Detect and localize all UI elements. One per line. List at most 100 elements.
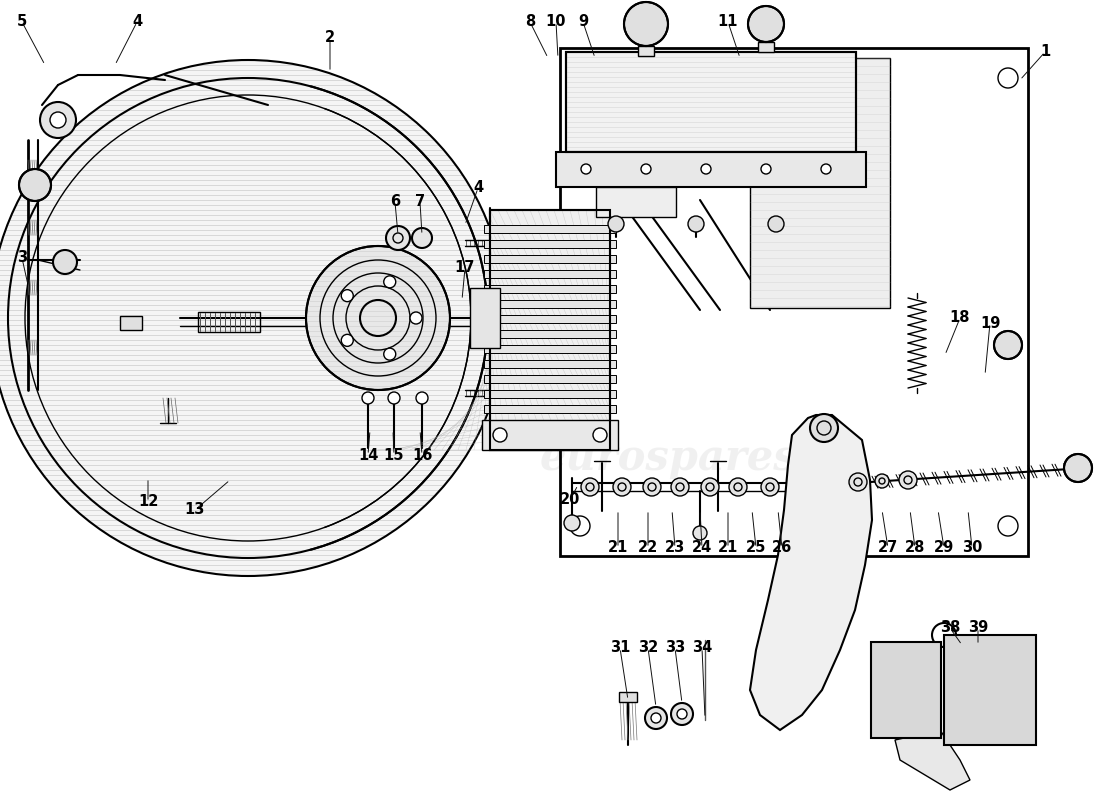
Text: 25: 25	[746, 541, 767, 555]
Bar	[638, 46, 654, 56]
Circle shape	[671, 703, 693, 725]
Circle shape	[570, 68, 590, 88]
Circle shape	[386, 226, 410, 250]
Text: 14: 14	[358, 447, 378, 462]
Text: 13: 13	[185, 502, 206, 518]
Text: 5: 5	[16, 14, 28, 30]
Bar	[758, 42, 774, 52]
Polygon shape	[895, 730, 970, 790]
Bar	[484, 300, 616, 308]
Text: eurospares: eurospares	[107, 477, 364, 519]
Text: 18: 18	[949, 310, 970, 326]
Circle shape	[581, 478, 600, 496]
Text: 26: 26	[772, 541, 792, 555]
Circle shape	[341, 290, 353, 302]
Circle shape	[676, 709, 688, 719]
Text: 4: 4	[473, 181, 483, 195]
Bar	[556, 152, 866, 187]
Text: 16: 16	[411, 447, 432, 462]
Circle shape	[994, 331, 1022, 359]
Bar	[484, 420, 616, 428]
Bar	[484, 360, 616, 368]
Bar	[566, 52, 856, 152]
Text: 9: 9	[578, 14, 588, 30]
Circle shape	[849, 473, 867, 491]
Circle shape	[613, 478, 631, 496]
Circle shape	[821, 164, 830, 174]
Text: 11: 11	[717, 14, 738, 30]
Text: 24: 24	[692, 541, 712, 555]
Circle shape	[701, 164, 711, 174]
Text: 29: 29	[934, 541, 954, 555]
Bar	[484, 255, 616, 263]
Text: 21: 21	[608, 541, 628, 555]
Bar	[944, 635, 1036, 745]
Circle shape	[19, 169, 51, 201]
Text: 32: 32	[638, 641, 658, 655]
Text: 17: 17	[454, 261, 475, 275]
Text: 1: 1	[1040, 45, 1050, 59]
Bar	[484, 240, 616, 248]
Circle shape	[624, 2, 668, 46]
Circle shape	[306, 246, 450, 390]
Circle shape	[761, 478, 779, 496]
Text: 22: 22	[638, 541, 658, 555]
Circle shape	[581, 164, 591, 174]
Circle shape	[40, 102, 76, 138]
Text: 27: 27	[878, 541, 898, 555]
Text: eurospares: eurospares	[539, 437, 796, 479]
Text: 20: 20	[560, 493, 580, 507]
Circle shape	[810, 414, 838, 442]
Text: 10: 10	[546, 14, 566, 30]
Text: 34: 34	[692, 641, 712, 655]
Circle shape	[748, 6, 784, 42]
Text: 31: 31	[609, 641, 630, 655]
Text: 2: 2	[324, 30, 336, 46]
Circle shape	[651, 713, 661, 723]
Circle shape	[701, 478, 719, 496]
Text: 28: 28	[905, 541, 925, 555]
Circle shape	[688, 216, 704, 232]
Bar	[566, 52, 856, 152]
Circle shape	[50, 112, 66, 128]
Bar	[490, 210, 610, 450]
Text: 7: 7	[415, 194, 425, 210]
Circle shape	[645, 707, 667, 729]
Text: 38: 38	[939, 621, 960, 635]
Bar	[484, 405, 616, 413]
Text: 23: 23	[664, 541, 685, 555]
Circle shape	[410, 312, 422, 324]
Bar	[484, 330, 616, 338]
Text: 8: 8	[525, 14, 535, 30]
Bar	[484, 390, 616, 398]
Circle shape	[416, 392, 428, 404]
Bar	[596, 187, 676, 217]
Bar	[484, 225, 616, 233]
Text: 30: 30	[961, 541, 982, 555]
Bar	[484, 270, 616, 278]
Circle shape	[362, 392, 374, 404]
Bar	[871, 642, 940, 738]
Bar	[120, 316, 142, 330]
Circle shape	[671, 478, 689, 496]
Circle shape	[874, 474, 889, 488]
Circle shape	[564, 515, 580, 531]
Text: 6: 6	[389, 194, 400, 210]
Bar	[198, 312, 260, 332]
Circle shape	[768, 216, 784, 232]
Circle shape	[53, 250, 77, 274]
Circle shape	[729, 478, 747, 496]
Text: 15: 15	[384, 447, 405, 462]
Polygon shape	[470, 288, 500, 348]
Circle shape	[384, 348, 396, 360]
Circle shape	[641, 164, 651, 174]
Bar	[484, 375, 616, 383]
Circle shape	[899, 471, 917, 489]
Bar	[484, 285, 616, 293]
Circle shape	[608, 216, 624, 232]
Text: 4: 4	[132, 14, 142, 30]
Bar	[484, 315, 616, 323]
Text: 3: 3	[16, 250, 28, 266]
Circle shape	[998, 68, 1018, 88]
Circle shape	[341, 334, 353, 346]
